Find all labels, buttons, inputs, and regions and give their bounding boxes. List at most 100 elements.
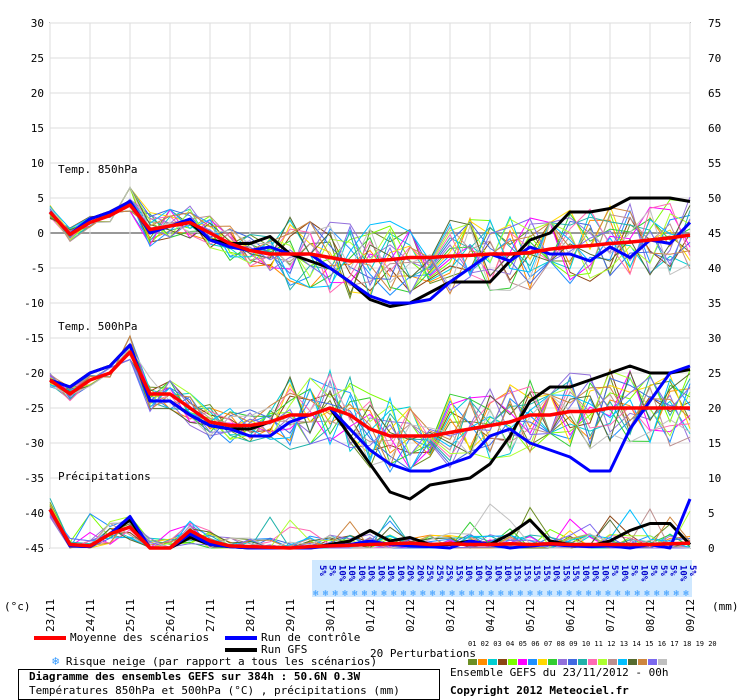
snowflake-icon: ❄ bbox=[430, 589, 436, 599]
x-date-label: 24/11 bbox=[84, 599, 97, 632]
snowflake-icon: ❄ bbox=[625, 589, 631, 599]
right-tick-label: 0 bbox=[708, 542, 715, 555]
perturbation-line bbox=[49, 186, 691, 285]
left-tick-label: -10 bbox=[24, 297, 44, 310]
snow-risk-label: 10% bbox=[356, 565, 366, 582]
perturbation-swatch bbox=[548, 659, 557, 665]
snowflake-icon: ❄ bbox=[323, 589, 329, 599]
snow-risk-label: 20% bbox=[414, 565, 424, 582]
snow-risk-label: 10% bbox=[336, 565, 346, 582]
snowflake-icon: ❄ bbox=[342, 589, 348, 599]
snow-risk-label: 10% bbox=[375, 565, 385, 582]
snow-risk-label: 15% bbox=[531, 565, 541, 582]
snow-risk-label: 10% bbox=[395, 565, 405, 582]
legend-snow: ❄ Risque neige (par rapport a tous les s… bbox=[52, 654, 377, 668]
snow-risk-label: 10% bbox=[385, 565, 395, 582]
perturbation-swatch bbox=[648, 659, 657, 665]
perturbation-line bbox=[49, 503, 691, 549]
left-tick-label: -35 bbox=[24, 472, 44, 485]
perturbation-swatch bbox=[518, 659, 527, 665]
left-tick-label: 10 bbox=[31, 157, 44, 170]
snowflake-icon: ❄ bbox=[332, 589, 338, 599]
main-series bbox=[48, 196, 692, 550]
snow-risk-label: 10% bbox=[463, 565, 473, 582]
right-tick-label: 50 bbox=[708, 192, 721, 205]
snowflake-icon: ❄ bbox=[401, 589, 407, 599]
right-tick-label: 30 bbox=[708, 332, 721, 345]
x-axis-dates: 23/11 24/11 25/11 26/11 27/11 28/11 29/11 30/11… bbox=[44, 599, 697, 632]
snowflake-icon: ❄ bbox=[674, 589, 680, 599]
legend-perturbations-label: 20 Perturbations bbox=[370, 647, 476, 660]
snow-risk-label: 5% bbox=[648, 565, 658, 576]
x-date-label: 30/11 bbox=[324, 599, 337, 632]
snowflake-icon: ❄ bbox=[371, 589, 377, 599]
snowflake-icon: ❄ bbox=[537, 589, 543, 599]
right-tick-label: 60 bbox=[708, 122, 721, 135]
right-tick-label: 10 bbox=[708, 472, 721, 485]
right-unit-label: (mm) bbox=[712, 600, 739, 613]
perturbation-swatch bbox=[528, 659, 537, 665]
perturbation-line bbox=[49, 346, 691, 455]
x-date-label: 07/12 bbox=[604, 599, 617, 632]
perturbation-swatch bbox=[498, 659, 507, 665]
x-date-label: 23/11 bbox=[44, 599, 57, 632]
snowflake-icon: ❄ bbox=[566, 589, 572, 599]
snowflake-icon: ❄ bbox=[52, 654, 60, 668]
perturbation-swatch bbox=[568, 659, 577, 665]
snowflake-icon: ❄ bbox=[410, 589, 416, 599]
right-tick-label: 35 bbox=[708, 297, 721, 310]
perturbation-swatch bbox=[618, 659, 627, 665]
snowflake-icon: ❄ bbox=[508, 589, 514, 599]
snowflake-icon: ❄ bbox=[605, 589, 611, 599]
snow-risk-label: 15% bbox=[560, 565, 570, 582]
snow-risk-label: 15% bbox=[570, 565, 580, 582]
x-date-label: 28/11 bbox=[244, 599, 257, 632]
left-axis-ticks: 30 25 20 15 10 5 0 -5 -10 -15 -20 -25 -30 -35 -40 -45 bbox=[24, 17, 44, 555]
perturbation-swatch bbox=[608, 659, 617, 665]
info-box: Diagramme des ensembles GEFS sur 384h : … bbox=[18, 669, 440, 700]
legend-gfs-swatch bbox=[225, 648, 257, 652]
snow-risk-label: 5% bbox=[609, 565, 619, 576]
left-tick-label: 20 bbox=[31, 87, 44, 100]
snowflake-icon: ❄ bbox=[586, 589, 592, 599]
legend-mean: Moyenne des scénarios bbox=[34, 631, 209, 644]
snowflake-icon: ❄ bbox=[488, 589, 494, 599]
snow-risk-label: 20% bbox=[483, 565, 493, 582]
x-date-label: 29/11 bbox=[284, 599, 297, 632]
perturbation-line bbox=[49, 334, 691, 465]
series-line-mean bbox=[48, 508, 691, 550]
snow-risk-label: 5% bbox=[327, 565, 337, 576]
perturbation-swatch bbox=[488, 659, 497, 665]
perturbation-swatch bbox=[538, 659, 547, 665]
x-date-label: 26/11 bbox=[164, 599, 177, 632]
snow-risk-label: 5% bbox=[658, 565, 668, 576]
snowflake-icon: ❄ bbox=[615, 589, 621, 599]
x-date-label: 25/11 bbox=[124, 599, 137, 632]
left-unit-label: (°c) bbox=[4, 600, 31, 613]
x-date-label: 04/12 bbox=[484, 599, 497, 632]
x-date-label: 08/12 bbox=[644, 599, 657, 632]
perturbation-line bbox=[49, 198, 691, 289]
perturbation-line bbox=[49, 198, 691, 296]
snowflake-icon: ❄ bbox=[635, 589, 641, 599]
legend-control-label: Run de contrôle bbox=[261, 631, 361, 644]
left-tick-label: -5 bbox=[31, 262, 44, 275]
x-date-label: 03/12 bbox=[444, 599, 457, 632]
right-tick-label: 20 bbox=[708, 402, 721, 415]
panel-label: Temp. 850hPa bbox=[58, 163, 137, 176]
perturbation-swatch bbox=[558, 659, 567, 665]
legend-mean-label: Moyenne des scénarios bbox=[70, 631, 210, 644]
series-line-mean bbox=[48, 350, 690, 438]
snowflake-icon: ❄ bbox=[449, 589, 455, 599]
x-date-label: 06/12 bbox=[564, 599, 577, 632]
snow-risk-band: 5% ❄ 5% ❄ 10% ❄ 10% ❄ 10% ❄ 10% ❄ 10% ❄ 10% ❄ 10% ❄ 20% ❄ 20… bbox=[312, 560, 697, 599]
perturbation-color-strip bbox=[468, 650, 668, 669]
perturbation-swatch bbox=[638, 659, 647, 665]
legend-snow-label: Risque neige (par rapport a tous les scé… bbox=[65, 655, 378, 668]
perturbation-line bbox=[49, 334, 691, 469]
left-tick-label: 25 bbox=[31, 52, 44, 65]
right-tick-label: 5 bbox=[708, 507, 715, 520]
left-tick-label: -15 bbox=[24, 332, 44, 345]
